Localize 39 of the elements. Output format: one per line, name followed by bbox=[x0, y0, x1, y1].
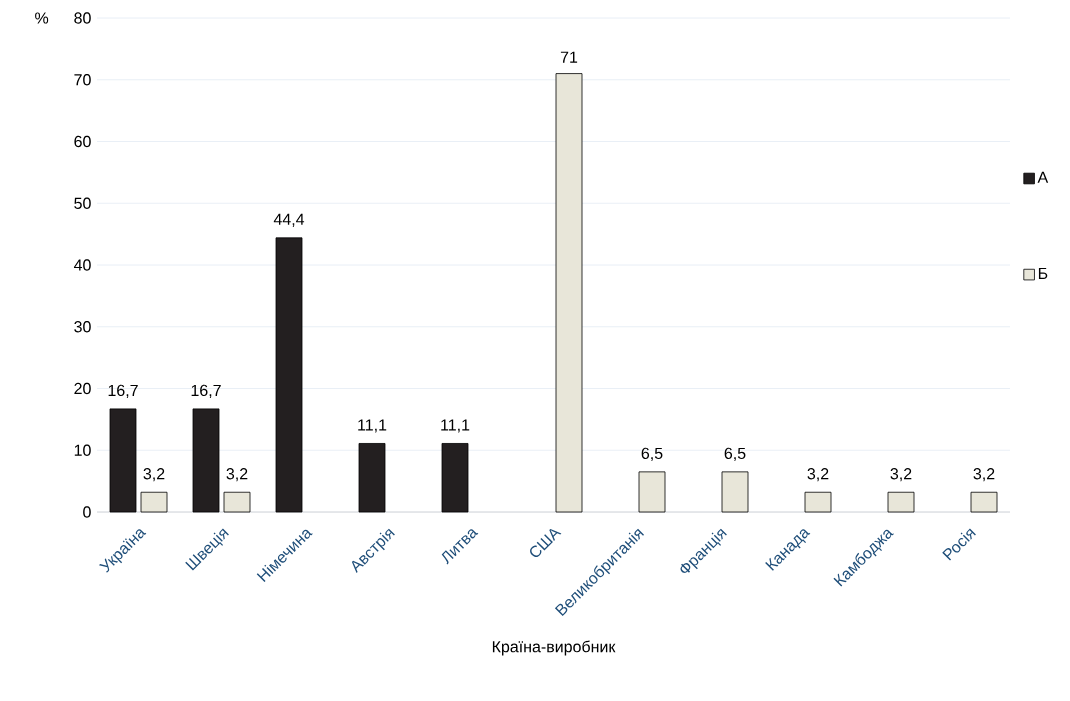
data-label: 3,2 bbox=[226, 468, 248, 482]
bar bbox=[970, 491, 998, 513]
data-label: 3,2 bbox=[807, 468, 829, 482]
y-axis-title: % bbox=[35, 12, 49, 24]
legend-label: А bbox=[1037, 171, 1049, 183]
data-label: 11,1 bbox=[441, 419, 470, 433]
x-axis-title: Країна-виробник bbox=[492, 640, 616, 656]
bar bbox=[140, 491, 168, 513]
data-label: 3,2 bbox=[143, 468, 165, 482]
data-label: 3,2 bbox=[973, 468, 995, 482]
bar bbox=[638, 471, 666, 513]
data-label: 6,5 bbox=[641, 447, 663, 461]
data-label: 16,7 bbox=[191, 384, 221, 398]
data-label: 6,5 bbox=[724, 447, 746, 461]
bar bbox=[223, 491, 251, 513]
y-tick-label: 10 bbox=[74, 444, 91, 456]
y-tick-label: 70 bbox=[74, 74, 91, 86]
bar bbox=[804, 491, 832, 513]
y-tick-label: 80 bbox=[74, 12, 91, 24]
y-tick-label: 30 bbox=[74, 321, 91, 333]
bar bbox=[721, 471, 749, 513]
y-tick-label: 20 bbox=[74, 382, 91, 395]
data-label: 3,2 bbox=[890, 468, 912, 482]
bar bbox=[109, 408, 137, 513]
data-label: 16,7 bbox=[108, 384, 138, 398]
y-tick-label: 40 bbox=[73, 259, 91, 271]
bar bbox=[441, 443, 469, 513]
y-tick-label: 0 bbox=[83, 506, 91, 518]
data-label: 44,4 bbox=[273, 213, 305, 227]
y-tick-label: 60 bbox=[74, 135, 91, 148]
data-label: 71 bbox=[560, 51, 578, 63]
y-tick-label: 50 bbox=[74, 197, 91, 209]
data-label: 11,1 bbox=[358, 419, 387, 433]
bar bbox=[887, 491, 915, 513]
bar bbox=[192, 408, 220, 513]
bar bbox=[358, 443, 386, 513]
legend-label: Б bbox=[1038, 267, 1048, 279]
bar bbox=[555, 73, 583, 513]
bar bbox=[275, 237, 303, 513]
